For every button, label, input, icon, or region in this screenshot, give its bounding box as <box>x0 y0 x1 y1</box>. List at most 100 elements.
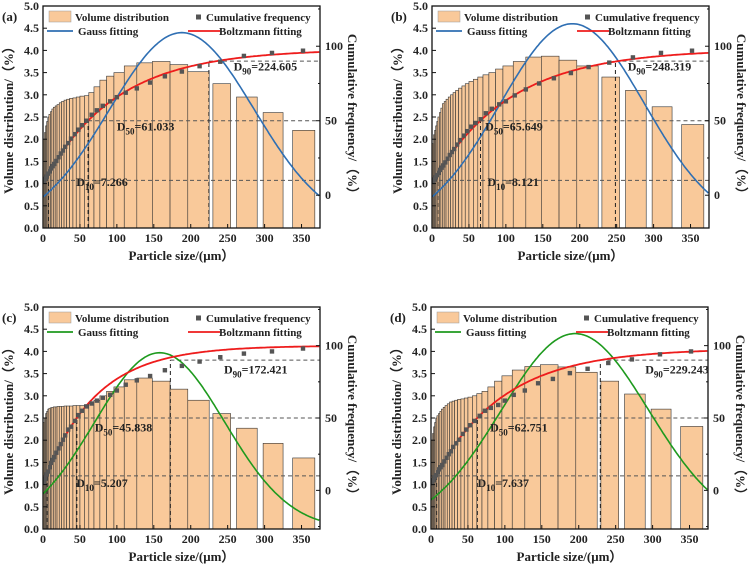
legend-volume-label: Volume distribution <box>75 313 169 325</box>
x-tick-label: 50 <box>463 231 475 245</box>
d90-subscript: 90 <box>636 66 646 76</box>
volume-bar <box>88 403 95 529</box>
cumulative-point <box>445 156 450 161</box>
gauss-fitting-curve <box>43 351 320 522</box>
plot-area <box>43 31 320 228</box>
y-tick-label: 2.5 <box>412 411 427 425</box>
d10-value: 8.121 <box>512 175 539 189</box>
x-tick-label: 100 <box>108 231 126 245</box>
volume-bar <box>625 90 647 228</box>
d90-annotation: D90=229.243 <box>645 363 709 380</box>
x-tick-label: 0 <box>428 532 434 546</box>
legend-gauss-label: Gauss fitting <box>78 26 139 38</box>
legend-cumulative-label: Cumulative frequency <box>206 313 311 325</box>
d90-value: 248.319 <box>652 59 691 73</box>
d90-equals: = <box>251 59 258 73</box>
panel-d: 0.00.51.01.52.02.53.03.54.04.55.00 50 100 1… <box>389 300 748 564</box>
volume-bar <box>236 427 258 529</box>
volume-bar <box>187 71 210 228</box>
volume-bar <box>624 393 646 529</box>
d90-subscript: 90 <box>242 66 252 76</box>
d50-subscript: 50 <box>103 427 113 437</box>
cumulative-point <box>123 382 128 387</box>
d-symbol: D <box>628 59 637 73</box>
volume-bar <box>651 106 673 228</box>
cumulative-point <box>522 388 528 393</box>
cumulative-point <box>56 155 61 160</box>
volume-bar <box>79 405 85 529</box>
cumulative-point <box>473 120 478 126</box>
volume-bar <box>650 408 672 529</box>
volume-bar <box>451 400 455 529</box>
cumulative-point <box>60 148 66 153</box>
legend-volume-swatch <box>436 311 460 324</box>
cumulative-point <box>100 103 106 109</box>
cumulative-point <box>179 69 185 74</box>
cumulative-point <box>43 176 48 182</box>
cumulative-point <box>437 167 443 173</box>
cumulative-point <box>62 433 68 438</box>
cumulative-point <box>447 152 452 158</box>
volume-bar <box>292 457 316 529</box>
d90-equals: = <box>645 59 652 73</box>
volume-bar <box>482 74 490 228</box>
y-tick-label: 1.5 <box>24 154 39 168</box>
cumulative-point <box>241 351 247 356</box>
cumulative-point <box>45 171 51 176</box>
d90-value: 172.421 <box>248 363 287 377</box>
cumulative-point <box>483 111 489 116</box>
volume-bar <box>84 404 90 529</box>
d-symbol: D <box>224 363 233 377</box>
x-tick-label: 150 <box>145 231 163 245</box>
volume-bar <box>473 78 479 228</box>
d-symbol: D <box>76 175 85 189</box>
x-tick-label: 250 <box>607 532 625 546</box>
y2-tick-label: 0 <box>713 483 719 497</box>
x-tick-label: 100 <box>108 532 126 546</box>
volume-bar <box>169 64 189 228</box>
panel-a: 0.00.51.01.52.02.53.03.54.04.55.00 50 100 1… <box>1 0 360 263</box>
x-tick-label: 300 <box>256 231 274 245</box>
gauss-fitting-curve <box>431 332 708 501</box>
d-symbol: D <box>485 119 494 133</box>
cumulative-point <box>467 423 473 428</box>
volume-bar <box>66 405 70 529</box>
y-tick-label: 5.0 <box>413 0 428 13</box>
volume-bar <box>558 59 578 228</box>
x-tick-label: 150 <box>533 532 551 546</box>
volume-bar <box>169 388 189 529</box>
volume-bar <box>152 61 171 228</box>
cumulative-point <box>134 378 140 383</box>
y2-axis-title: Cumulative frequency/（%） <box>345 335 360 501</box>
legend-volume-swatch <box>48 10 72 23</box>
cumulative-point <box>433 472 439 478</box>
d90-subscript: 90 <box>233 370 243 380</box>
cumulative-point <box>269 50 275 56</box>
plot-area <box>432 23 709 228</box>
panel-label: (c) <box>2 310 16 325</box>
cumulative-point <box>468 124 474 129</box>
cumulative-point <box>606 360 611 366</box>
y-tick-label: 2.0 <box>412 433 427 447</box>
volume-bar <box>75 405 81 529</box>
volume-bar <box>262 443 284 529</box>
cumulative-point <box>147 80 153 85</box>
y-tick-label: 3.0 <box>413 88 428 102</box>
volume-bar <box>488 72 496 228</box>
legend-cumulative-marker <box>196 14 201 20</box>
cumulative-point <box>94 398 100 403</box>
cumulative-point <box>496 402 501 408</box>
y-tick-label: 4.0 <box>412 344 427 358</box>
y-tick-label: 5.0 <box>24 0 39 13</box>
volume-bar <box>123 379 138 529</box>
d-symbol: D <box>95 420 104 434</box>
cumulative-point <box>76 127 81 132</box>
x-tick-label: 350 <box>682 231 700 245</box>
cumulative-point <box>79 408 85 413</box>
panel-b: 0.00.51.01.52.02.53.03.54.04.55.00 50 100 1… <box>390 0 749 263</box>
cumulative-point <box>72 131 77 137</box>
cumulative-point <box>94 108 100 113</box>
x-tick-label: 50 <box>74 532 86 546</box>
cumulative-point <box>523 87 529 92</box>
